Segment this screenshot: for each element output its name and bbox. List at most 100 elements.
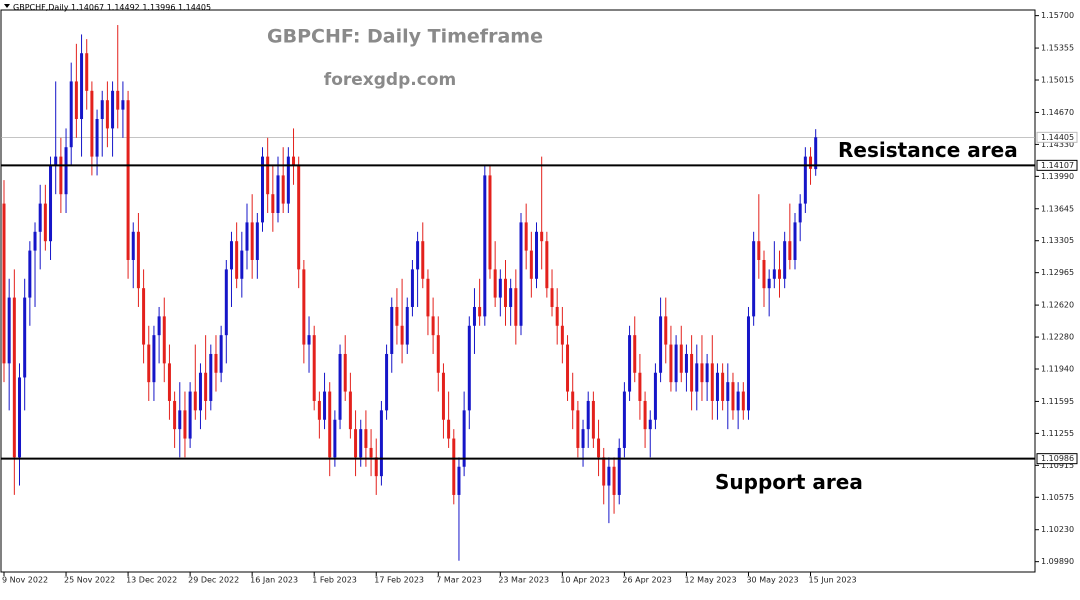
candle-body <box>193 391 197 411</box>
candle-body <box>152 335 156 383</box>
candle-body <box>214 353 218 373</box>
candle-body <box>622 391 626 448</box>
candle-body <box>317 400 321 420</box>
candle-body <box>250 222 254 260</box>
candle-body <box>772 269 776 279</box>
chart-title: GBPCHF: Daily Timeframe <box>267 26 543 48</box>
candle-body <box>178 410 182 430</box>
y-tick-label: 1.14330 <box>1041 140 1074 149</box>
x-tick-label: 17 Feb 2023 <box>374 576 424 585</box>
candle-body <box>38 203 42 232</box>
candle-body <box>586 400 590 430</box>
candle-body <box>136 231 140 289</box>
candle-body <box>333 419 337 458</box>
candle-body <box>354 429 358 458</box>
y-tick-label: 1.11595 <box>1041 397 1074 406</box>
candle-body <box>157 316 161 336</box>
y-tick-label: 1.10230 <box>1041 525 1074 534</box>
level-tag-box <box>1036 159 1078 171</box>
candle-body <box>638 372 642 401</box>
level-tag: 1.10986 <box>1041 454 1074 463</box>
y-tick-label: 1.15015 <box>1041 76 1074 85</box>
candle-body <box>472 306 476 326</box>
candle-body <box>560 325 564 345</box>
candle-body <box>602 457 606 486</box>
candle-body <box>2 203 6 364</box>
level-label: Resistance area <box>838 138 1018 162</box>
header: GBPCHF,Daily 1.14067 1.14492 1.13996 1.1… <box>13 3 211 12</box>
x-tick-label: 23 Mar 2023 <box>498 576 549 585</box>
candle-body <box>54 156 58 167</box>
candle-body <box>405 306 409 345</box>
candle-body <box>69 81 73 148</box>
low-value: 1.13996 <box>142 3 175 12</box>
y-tick-label: 1.09890 <box>1041 557 1074 566</box>
candle-body <box>571 391 575 411</box>
candle-body <box>348 391 352 430</box>
candle-body <box>261 156 264 223</box>
candle-body <box>12 297 16 458</box>
candle-body <box>441 372 445 420</box>
candle-body <box>767 278 771 289</box>
candle-body <box>452 438 456 495</box>
candle-body <box>271 194 275 213</box>
candle-body <box>292 156 296 167</box>
candle-body <box>43 203 47 242</box>
candle-body <box>762 259 766 289</box>
candle-body <box>85 53 89 91</box>
candle-body <box>783 241 787 279</box>
candle-body <box>757 241 761 260</box>
candle-body <box>467 325 471 411</box>
y-tick-label: 1.11940 <box>1041 365 1074 374</box>
x-tick-label: 10 Apr 2023 <box>560 576 609 585</box>
candle-body <box>374 457 378 477</box>
close-value: 1.14405 <box>178 3 211 12</box>
candle-body <box>488 175 492 270</box>
candle-body <box>726 382 730 401</box>
candle-body <box>302 269 306 345</box>
candle-body <box>229 241 233 270</box>
candle-body <box>478 306 482 317</box>
candle-body <box>788 241 792 260</box>
candle-body <box>721 372 725 401</box>
candle-body <box>493 269 497 298</box>
candle-body <box>674 344 678 383</box>
candle-body <box>142 288 146 345</box>
price-tag: 1.14405 <box>1041 133 1074 142</box>
menu-arrow <box>4 4 10 8</box>
candle-body <box>431 316 435 336</box>
x-tick-label: 15 Jun 2023 <box>809 576 857 585</box>
candle-body <box>80 53 84 120</box>
candle-body <box>664 316 668 345</box>
candle-body <box>591 400 595 439</box>
candle-body <box>793 222 797 260</box>
candle-body <box>297 166 301 270</box>
candle-body <box>545 241 549 289</box>
candle-body <box>266 156 270 195</box>
candle-body <box>612 466 616 495</box>
candle-body <box>281 175 285 204</box>
candle-body <box>219 335 223 373</box>
candle-body <box>648 419 652 430</box>
candle-body <box>49 166 53 242</box>
x-tick-label: 16 Jan 2023 <box>250 576 298 585</box>
y-tick-label: 1.14670 <box>1041 108 1074 117</box>
candle-body <box>198 372 202 411</box>
candle-body <box>550 288 554 307</box>
candle-body <box>457 466 461 495</box>
candle-body <box>100 100 104 120</box>
x-tick-label: 26 Apr 2023 <box>622 576 671 585</box>
candle-body <box>741 391 745 411</box>
price-tag-box <box>1036 131 1078 143</box>
candle-body <box>555 306 559 326</box>
candle-body <box>74 81 78 120</box>
y-tick-label: 1.11255 <box>1041 429 1074 438</box>
chart-subtitle: forexgdp.com <box>324 70 456 90</box>
candle-body <box>111 90 115 129</box>
candle-body <box>307 335 311 345</box>
candle-body <box>59 156 63 195</box>
candle-body <box>710 363 714 401</box>
candle-body <box>705 363 709 383</box>
candle-body <box>224 269 228 336</box>
